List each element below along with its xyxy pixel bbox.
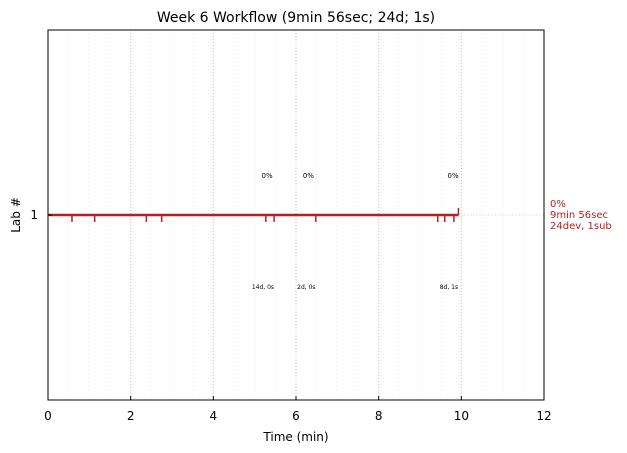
x-axis: 0 2 4 6 8 10 12 [44, 396, 552, 423]
y-tick-label: 1 [30, 208, 38, 222]
x-tick-label: 6 [292, 409, 300, 423]
chart-title: Week 6 Workflow (9min 56sec; 24d; 1s) [157, 10, 435, 26]
lab-summary-label: 0% [550, 199, 566, 210]
x-tick-label: 10 [454, 409, 469, 423]
y-axis: 1 [30, 208, 52, 222]
lab-summary-label: 24dev, 1sub [550, 221, 612, 232]
x-tick-label: 12 [536, 409, 551, 423]
x-tick-label: 8 [375, 409, 383, 423]
percent-annotation: 0% [262, 172, 273, 180]
count-annotation: 2d, 0s [297, 284, 315, 291]
lab-summary-label: 9min 56sec [550, 210, 608, 221]
percent-annotation: 0% [448, 172, 459, 180]
y-axis-label: Lab # [9, 197, 23, 233]
count-annotation: 8d, 1s [440, 284, 458, 291]
x-tick-label: 0 [44, 409, 52, 423]
percent-annotation: 0% [303, 172, 314, 180]
count-annotation: 14d, 0s [252, 284, 274, 291]
x-tick-label: 4 [210, 409, 218, 423]
x-tick-label: 2 [127, 409, 135, 423]
annotations: 0% 0% 0% 14d, 0s 2d, 0s 8d, 1s [252, 172, 459, 291]
x-axis-label: Time (min) [262, 430, 328, 444]
